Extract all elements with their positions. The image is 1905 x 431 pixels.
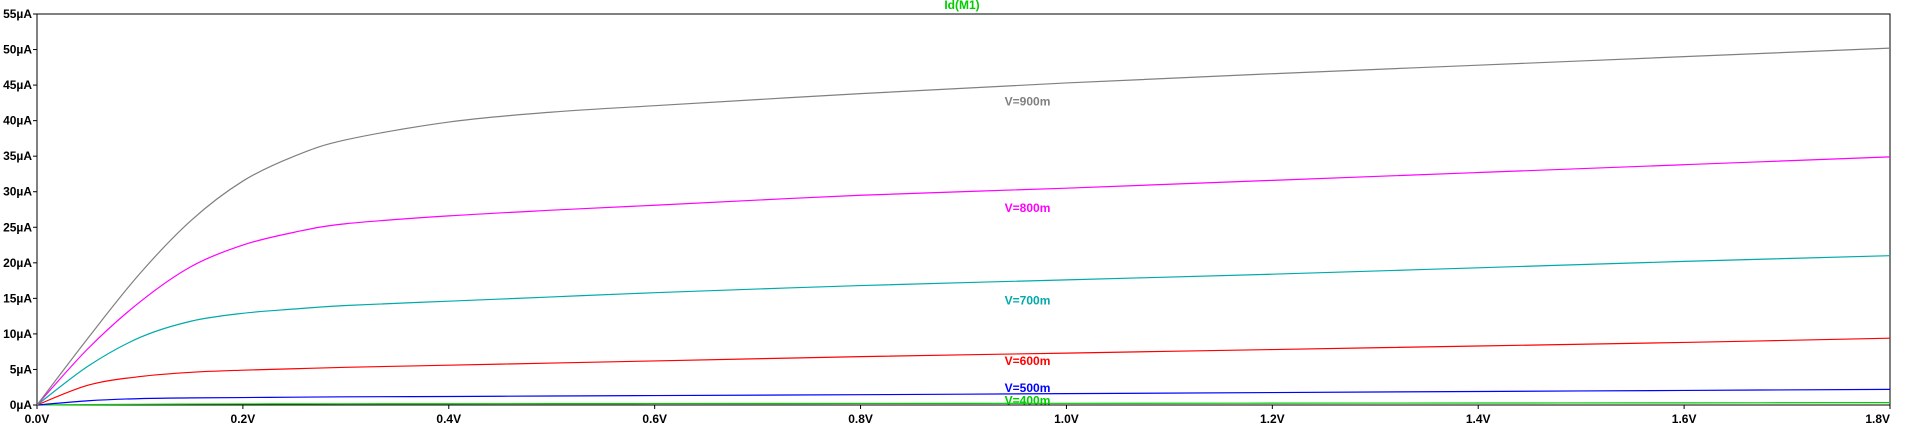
series-line-v-800m (36, 156, 1891, 406)
y-tick-label: 45µA (3, 78, 32, 92)
x-tick-label: 1.4V (1466, 412, 1491, 426)
x-tick-label: 1.0V (1054, 412, 1079, 426)
y-tick-label: 25µA (3, 220, 32, 234)
y-tick-label: 20µA (3, 256, 32, 270)
plot-frame (36, 13, 1891, 406)
y-tick-label: 0µA (10, 398, 33, 412)
y-tick-label: 55µA (3, 7, 32, 21)
series-line-v-600m (36, 337, 1891, 406)
x-tick-label: 0.8V (848, 412, 873, 426)
x-tick-label: 0.4V (436, 412, 461, 426)
series-line-v-400m (36, 402, 1891, 406)
series-label: V=800m (1005, 201, 1051, 215)
series-line-v-900m (36, 47, 1891, 406)
x-tick-label: 0.0V (25, 412, 50, 426)
series-label: V=500m (1005, 381, 1051, 395)
x-tick-label: 0.2V (231, 412, 256, 426)
x-tick-label: 1.2V (1260, 412, 1285, 426)
x-tick-label: 1.8V (1865, 412, 1890, 426)
x-tick-label: 0.6V (642, 412, 667, 426)
y-tick-label: 5µA (10, 362, 33, 376)
series-label: V=600m (1005, 354, 1051, 368)
series-label: V=400m (1005, 394, 1051, 408)
series-line-v-500m (36, 388, 1891, 406)
chart-title: Id(M1) (944, 0, 979, 12)
y-tick-label: 30µA (3, 185, 32, 199)
x-tick-label: 1.6V (1672, 412, 1697, 426)
y-tick-label: 35µA (3, 149, 32, 163)
series-label: V=700m (1005, 293, 1051, 307)
series-label: V=900m (1005, 94, 1051, 108)
y-tick-label: 10µA (3, 327, 32, 341)
y-tick-label: 40µA (3, 114, 32, 128)
y-tick-label: 50µA (3, 43, 32, 57)
y-tick-label: 15µA (3, 291, 32, 305)
series-line-v-700m (36, 255, 1891, 406)
